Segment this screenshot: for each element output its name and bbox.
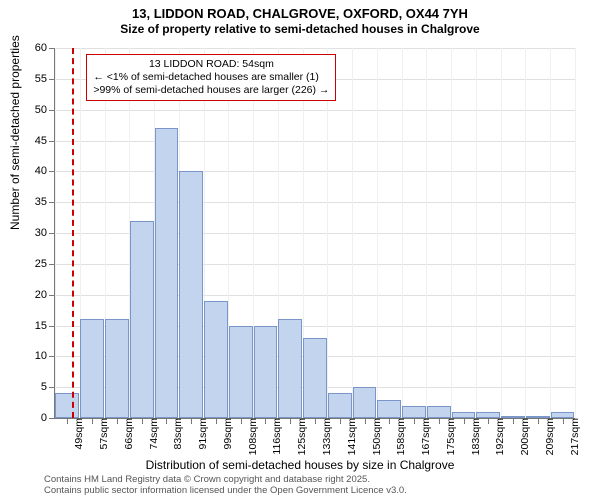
histogram-bar <box>105 319 129 418</box>
chart-title: 13, LIDDON ROAD, CHALGROVE, OXFORD, OX44… <box>0 6 600 21</box>
x-tick-label: 49sqm <box>67 418 85 450</box>
annotation-box: 13 LIDDON ROAD: 54sqm← <1% of semi-detac… <box>86 54 336 101</box>
x-tick-label: 66sqm <box>117 418 135 450</box>
chart-subtitle: Size of property relative to semi-detach… <box>0 22 600 36</box>
x-tick-label: 133sqm <box>315 418 333 455</box>
x-tick-label: 167sqm <box>414 418 432 455</box>
footer-attribution: Contains HM Land Registry data © Crown c… <box>44 475 407 497</box>
y-tick-label: 10 <box>35 350 55 362</box>
histogram-bar <box>328 393 352 418</box>
histogram-bar <box>179 171 203 418</box>
y-tick-label: 5 <box>41 381 55 393</box>
y-tick-label: 25 <box>35 258 55 270</box>
x-tick-label: 116sqm <box>265 418 283 455</box>
histogram-bar <box>402 406 426 418</box>
histogram-bar <box>377 400 401 419</box>
histogram-bar <box>427 406 451 418</box>
y-tick-label: 50 <box>35 104 55 116</box>
y-tick-label: 60 <box>35 42 55 54</box>
y-tick-label: 45 <box>35 135 55 147</box>
reference-line <box>72 48 74 418</box>
x-tick-label: 209sqm <box>538 418 556 455</box>
x-tick-label: 150sqm <box>365 418 383 455</box>
footer-line: Contains public sector information licen… <box>44 486 407 497</box>
histogram-bar <box>229 326 253 419</box>
x-axis-title: Distribution of semi-detached houses by … <box>0 458 600 472</box>
y-tick-label: 0 <box>41 412 55 424</box>
histogram-chart: 05101520253035404550556049sqm57sqm66sqm7… <box>54 48 575 419</box>
histogram-bar <box>155 128 179 418</box>
y-tick-label: 20 <box>35 289 55 301</box>
x-tick-label: 83sqm <box>166 418 184 450</box>
y-tick-label: 35 <box>35 196 55 208</box>
histogram-bar <box>254 326 278 419</box>
histogram-bar <box>353 387 377 418</box>
y-tick-label: 30 <box>35 227 55 239</box>
annotation-line: ← <1% of semi-detached houses are smalle… <box>93 71 329 84</box>
x-tick-label: 91sqm <box>191 418 209 450</box>
x-tick-label: 108sqm <box>241 418 259 455</box>
annotation-line: >99% of semi-detached houses are larger … <box>93 84 329 97</box>
y-axis-title: Number of semi-detached properties <box>8 35 22 230</box>
y-tick-label: 15 <box>35 320 55 332</box>
x-tick-label: 74sqm <box>142 418 160 450</box>
x-tick-label: 183sqm <box>464 418 482 455</box>
histogram-bar <box>278 319 302 418</box>
x-tick-label: 192sqm <box>488 418 506 455</box>
histogram-bar <box>130 221 154 418</box>
histogram-bar <box>303 338 327 418</box>
y-tick-label: 55 <box>35 73 55 85</box>
histogram-bar <box>55 393 79 418</box>
x-tick-label: 175sqm <box>439 418 457 455</box>
x-tick-label: 200sqm <box>513 418 531 455</box>
x-tick-label: 217sqm <box>563 418 581 455</box>
annotation-title: 13 LIDDON ROAD: 54sqm <box>93 58 329 71</box>
histogram-bar <box>204 301 228 418</box>
y-tick-label: 40 <box>35 165 55 177</box>
x-tick-label: 141sqm <box>340 418 358 455</box>
x-tick-label: 158sqm <box>389 418 407 455</box>
x-tick-label: 125sqm <box>290 418 308 455</box>
histogram-bar <box>80 319 104 418</box>
x-tick-label: 99sqm <box>216 418 234 450</box>
x-tick-label: 57sqm <box>92 418 110 450</box>
